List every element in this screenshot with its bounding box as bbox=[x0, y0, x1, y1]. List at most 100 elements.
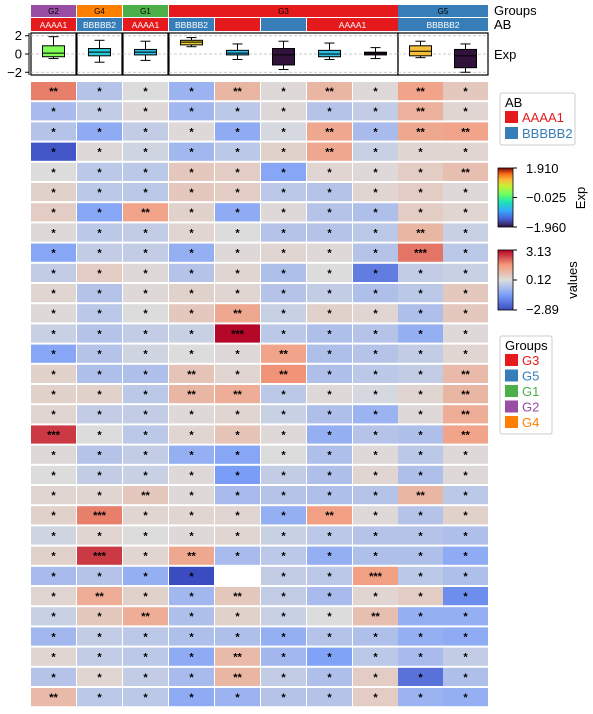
ab-segment bbox=[307, 18, 398, 31]
heatmap-cell-label: ** bbox=[416, 86, 425, 98]
heatmap-cell: * bbox=[307, 284, 352, 303]
heatmap-cell: * bbox=[398, 425, 443, 444]
heatmap-cell-label: * bbox=[463, 692, 468, 704]
heatmap-cell: * bbox=[307, 324, 352, 343]
heatmap-cell-label: * bbox=[97, 692, 102, 704]
heatmap-cell: * bbox=[307, 627, 352, 646]
heatmap-cell-label: * bbox=[327, 369, 332, 381]
heatmap-cell-label: * bbox=[327, 631, 332, 643]
heatmap-cell-label: * bbox=[418, 631, 423, 643]
ab-legend-item: AAAA1 bbox=[522, 110, 564, 125]
heatmap-cell: * bbox=[353, 304, 398, 323]
ab-segment-label: AAAA1 bbox=[40, 20, 68, 30]
heatmap-cell: * bbox=[77, 486, 122, 505]
heatmap-cell: * bbox=[123, 587, 168, 606]
heatmap-cell-label: * bbox=[143, 652, 148, 664]
heatmap-cell-label: * bbox=[327, 490, 332, 502]
heatmap-cell-label: * bbox=[97, 349, 102, 361]
heatmap-cell: * bbox=[307, 465, 352, 484]
heatmap-cell-label: ** bbox=[49, 692, 58, 704]
heatmap-cell: * bbox=[31, 607, 76, 626]
ab-legend-title: AB bbox=[505, 95, 522, 110]
groups-legend-item: G3 bbox=[522, 353, 539, 368]
heatmap-cell-label: * bbox=[418, 571, 423, 583]
heatmap-cell-label: ** bbox=[233, 652, 242, 664]
heatmap-cell: * bbox=[215, 183, 260, 202]
heatmap-cell-label: ** bbox=[461, 409, 470, 421]
heatmap-cell: * bbox=[307, 445, 352, 464]
heatmap-cell: * bbox=[77, 647, 122, 666]
heatmap-cell: * bbox=[398, 546, 443, 565]
groups-segment-label: G4 bbox=[94, 7, 105, 16]
heatmap-cell: ** bbox=[215, 647, 260, 666]
heatmap-cell-label: *** bbox=[231, 328, 245, 340]
heatmap-cell: * bbox=[398, 667, 443, 686]
groups-segment-g4 bbox=[77, 5, 122, 17]
heatmap-cell-label: * bbox=[97, 409, 102, 421]
groups-segment-g3 bbox=[169, 5, 398, 17]
heatmap-cell-label: * bbox=[281, 692, 286, 704]
heatmap-cell-label: * bbox=[463, 349, 468, 361]
heatmap-cell-label: * bbox=[235, 490, 240, 502]
heatmap-cell-label: ** bbox=[187, 389, 196, 401]
heatmap-cell: * bbox=[443, 587, 488, 606]
boxplot-box bbox=[318, 42, 341, 60]
heatmap-cell-label: ** bbox=[416, 106, 425, 118]
heatmap-cell-label: * bbox=[327, 106, 332, 118]
groups-legend-item: G4 bbox=[522, 415, 539, 430]
heatmap-cell: * bbox=[31, 506, 76, 525]
heatmap-cell-label: * bbox=[51, 227, 56, 239]
heatmap-cell-label: * bbox=[281, 207, 286, 219]
heatmap-cell: * bbox=[215, 364, 260, 383]
heatmap-cell-label: ** bbox=[141, 490, 150, 502]
heatmap-cell-label: * bbox=[97, 672, 102, 684]
ab-segment bbox=[261, 18, 306, 31]
heatmap-cell: * bbox=[215, 445, 260, 464]
values-colorbar-gradient bbox=[497, 249, 514, 311]
heatmap-cell-label: * bbox=[463, 450, 468, 462]
heatmap-cell: * bbox=[215, 465, 260, 484]
heatmap-cell-label: * bbox=[189, 86, 194, 98]
heatmap-cell: ** bbox=[261, 344, 306, 363]
heatmap-cell-label: * bbox=[463, 248, 468, 260]
groups-legend-item: G5 bbox=[522, 369, 539, 384]
heatmap-cell: * bbox=[443, 102, 488, 121]
heatmap-cell-label: * bbox=[97, 631, 102, 643]
boxplot-box bbox=[134, 40, 157, 61]
heatmap-cell: * bbox=[261, 546, 306, 565]
heatmap-cell: * bbox=[123, 667, 168, 686]
heatmap-cell-label: * bbox=[281, 167, 286, 179]
heatmap-cell: ** bbox=[398, 223, 443, 242]
heatmap-cell-label: * bbox=[143, 147, 148, 159]
heatmap-cell: * bbox=[169, 284, 214, 303]
heatmap-cell-label: * bbox=[373, 490, 378, 502]
heatmap-cell: ** bbox=[77, 587, 122, 606]
heatmap-cell-label: * bbox=[235, 288, 240, 300]
heatmap-cell-label: * bbox=[418, 147, 423, 159]
groups-segment-g5 bbox=[398, 5, 488, 17]
heatmap-cell-label: * bbox=[327, 530, 332, 542]
heatmap-cell: ** bbox=[398, 102, 443, 121]
heatmap-cell: * bbox=[353, 647, 398, 666]
heatmap-cell-label: ** bbox=[233, 86, 242, 98]
heatmap-cell-label: * bbox=[189, 631, 194, 643]
exp-colorbar: 1.910 −0.025 −1.960 Exp bbox=[497, 161, 588, 235]
heatmap-cell: * bbox=[261, 506, 306, 525]
heatmap-cell-label: * bbox=[418, 207, 423, 219]
heatmap-cell: * bbox=[307, 688, 352, 707]
heatmap-cell-label: * bbox=[281, 268, 286, 280]
heatmap-cell-label: * bbox=[189, 409, 194, 421]
heatmap-cell: * bbox=[307, 607, 352, 626]
heatmap-cell: * bbox=[77, 667, 122, 686]
heatmap-cell-label: * bbox=[189, 187, 194, 199]
heatmap-cell: * bbox=[398, 284, 443, 303]
ab-segment-label: BBBBB2 bbox=[426, 20, 459, 30]
heatmap-cell: * bbox=[398, 688, 443, 707]
heatmap-cell: * bbox=[77, 284, 122, 303]
heatmap-cell-label: * bbox=[189, 510, 194, 522]
heatmap-cell-label: * bbox=[189, 429, 194, 441]
heatmap-cell: * bbox=[353, 385, 398, 404]
heatmap-cell-label: * bbox=[189, 248, 194, 260]
heatmap-cell: * bbox=[353, 465, 398, 484]
heatmap-cell: * bbox=[307, 526, 352, 545]
